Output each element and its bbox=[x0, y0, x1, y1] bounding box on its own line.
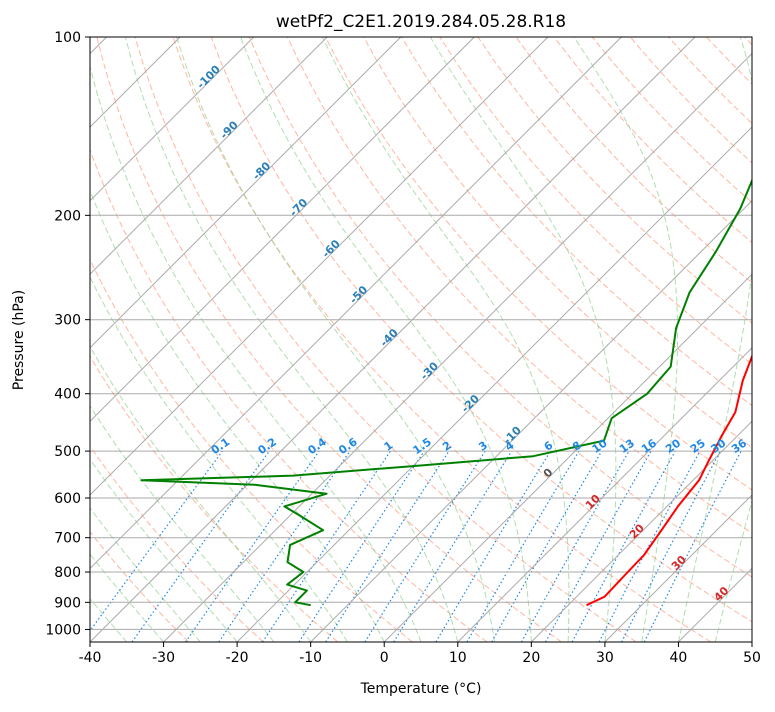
isotherm-line bbox=[678, 37, 775, 642]
mixing-ratio-line bbox=[467, 451, 579, 642]
x-tick-label: 10 bbox=[449, 650, 467, 666]
moist-adiabat-line bbox=[0, 37, 200, 642]
moist-adiabat-line bbox=[430, 37, 616, 642]
isotherm-label: 20 bbox=[627, 521, 647, 541]
x-tick-label: -20 bbox=[226, 650, 249, 666]
dry-adiabat-line bbox=[0, 37, 338, 642]
mixing-ratio-label: 16 bbox=[639, 436, 659, 456]
moist-adiabat-line bbox=[18, 37, 348, 642]
x-tick-label: 0 bbox=[380, 650, 389, 666]
moist-adiabat-line bbox=[574, 37, 678, 642]
mixing-ratio-label: 0.2 bbox=[256, 435, 279, 457]
isotherm-label: -40 bbox=[378, 326, 401, 349]
dry-adiabat-line bbox=[707, 37, 775, 642]
isotherm-label: 40 bbox=[711, 584, 731, 604]
isotherm-label: 10 bbox=[583, 492, 603, 512]
moist-adiabat-line bbox=[715, 37, 775, 642]
isotherm-line bbox=[237, 37, 775, 642]
mixing-ratio-line bbox=[326, 451, 449, 642]
x-tick-label: -10 bbox=[299, 650, 322, 666]
moist-adiabat-line bbox=[0, 37, 237, 642]
y-tick-label: 400 bbox=[54, 387, 81, 403]
moist-adiabat-line bbox=[0, 37, 311, 642]
isotherm-label: -50 bbox=[347, 283, 370, 306]
y-tick-label: 200 bbox=[54, 208, 81, 224]
dry-adiabat-line bbox=[440, 37, 775, 642]
y-tick-label: 300 bbox=[54, 313, 81, 329]
mixing-ratio-label: 10 bbox=[590, 436, 610, 456]
mixing-ratio-label: 1.5 bbox=[410, 435, 433, 457]
dry-adiabat-line bbox=[592, 37, 775, 642]
moist-adiabat-line bbox=[323, 37, 570, 642]
x-axis-label: Temperature (°C) bbox=[360, 681, 482, 697]
mixing-ratio-label: 30 bbox=[708, 436, 728, 456]
mixing-ratio-label: 13 bbox=[617, 437, 637, 456]
isotherm-label: -60 bbox=[320, 237, 343, 260]
dry-adiabat-line bbox=[211, 37, 775, 642]
y-axis-label: Pressure (hPa) bbox=[11, 290, 27, 390]
mixing-ratio-label: 36 bbox=[729, 436, 749, 456]
mixing-ratio-label: 20 bbox=[663, 436, 683, 456]
plot-frame bbox=[90, 37, 752, 642]
isotherm-label: -90 bbox=[218, 118, 241, 141]
y-tick-label: 1000 bbox=[45, 622, 81, 638]
moist-adiabat-line bbox=[83, 37, 421, 642]
isotherm-line bbox=[605, 37, 775, 642]
isotherm-line bbox=[752, 37, 775, 642]
x-tick-label: 20 bbox=[522, 650, 540, 666]
y-tick-label: 900 bbox=[54, 595, 81, 611]
dry-adiabat-line bbox=[21, 37, 413, 642]
isotherm-line bbox=[458, 37, 775, 642]
mixing-ratio-label: 0.4 bbox=[305, 435, 329, 457]
mixing-ratio-line bbox=[644, 451, 741, 642]
dry-adiabat-line bbox=[478, 37, 775, 642]
y-tick-label: 700 bbox=[54, 531, 81, 547]
chart-title: wetPf2_C2E1.2019.284.05.28.R18 bbox=[276, 12, 566, 32]
x-tick-label: 50 bbox=[743, 650, 761, 666]
mixing-ratio-line bbox=[299, 451, 424, 642]
dewpoint-profile bbox=[141, 37, 775, 605]
isotherm-label: 30 bbox=[669, 553, 689, 573]
isotherm-line bbox=[0, 37, 401, 642]
isotherm-label: -100 bbox=[194, 63, 223, 92]
x-tick-label: 40 bbox=[670, 650, 688, 666]
moist-adiabat-line bbox=[678, 37, 759, 642]
x-tick-label: 30 bbox=[596, 650, 614, 666]
isotherm-label: -20 bbox=[459, 392, 482, 415]
dry-adiabat-line bbox=[745, 37, 775, 642]
mixing-ratio-line bbox=[436, 451, 551, 642]
x-tick-label: -40 bbox=[79, 650, 102, 666]
isotherm-line bbox=[16, 37, 621, 642]
dry-adiabat-line bbox=[630, 37, 775, 642]
y-tick-label: 600 bbox=[54, 491, 81, 507]
y-tick-label: 800 bbox=[54, 565, 81, 581]
isotherm-line bbox=[0, 37, 254, 642]
mixing-ratio-label: 25 bbox=[688, 437, 708, 456]
mixing-ratio-line bbox=[572, 451, 675, 642]
y-tick-label: 500 bbox=[54, 444, 81, 460]
moist-adiabat-line bbox=[126, 37, 458, 642]
dry-adiabat-line bbox=[668, 37, 775, 642]
isotherm-line bbox=[164, 37, 769, 642]
mixing-ratio-label: 0.6 bbox=[336, 435, 360, 457]
y-tick-label: 100 bbox=[54, 30, 81, 46]
mixing-ratio-label: 0.1 bbox=[209, 435, 232, 457]
x-tick-label: -30 bbox=[152, 650, 175, 666]
